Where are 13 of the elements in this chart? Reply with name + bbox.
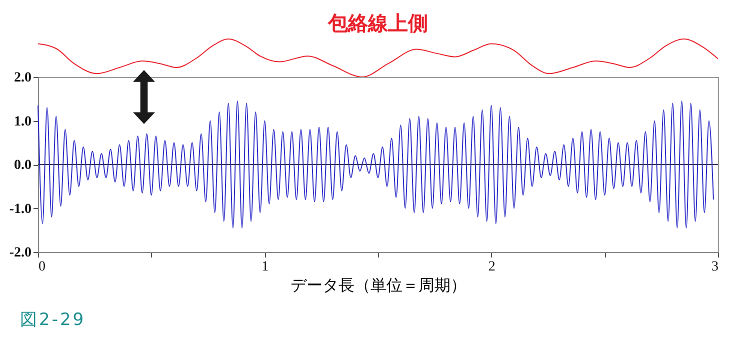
y-tick-label: 1.0 [14, 114, 32, 130]
y-tick-label: 2.0 [14, 70, 32, 86]
y-tick-label: -2.0 [9, 246, 32, 260]
x-tick-label: 0 [38, 260, 46, 274]
line-series [38, 100, 714, 228]
series-label: 包絡線上側 [327, 13, 428, 35]
caption: 図2-29 [20, 309, 86, 331]
y-tick-label: 0.0 [14, 158, 32, 173]
y-tick-label: -1.0 [9, 202, 32, 217]
x-tick-label: 3 [712, 260, 718, 274]
x-tick-label: 1 [262, 260, 269, 274]
x-tick-label: 2 [488, 260, 496, 274]
x-axis-title: データ長（単位＝周期） [290, 276, 466, 294]
